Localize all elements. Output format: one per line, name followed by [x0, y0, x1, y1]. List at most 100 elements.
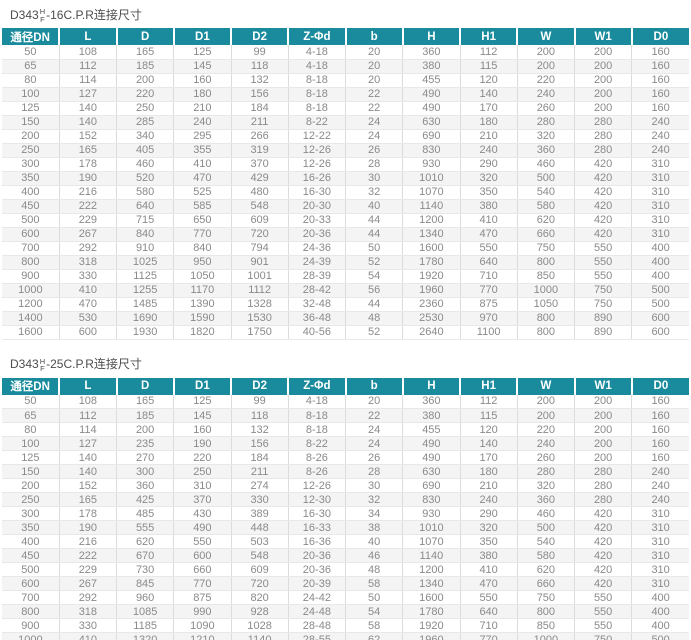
table-cell: 525: [173, 185, 232, 200]
table-cell: 280: [574, 115, 633, 130]
table-cell: 660: [517, 576, 576, 591]
table-cell: 240: [517, 87, 576, 102]
table-cell: 420: [574, 185, 633, 200]
table-cell: 140: [59, 450, 118, 465]
table-cell: 410: [460, 213, 518, 228]
table-cell: 152: [59, 129, 118, 144]
table-cell: 330: [59, 618, 118, 633]
table-cell: 410: [59, 632, 118, 640]
table-cell: 115: [460, 59, 518, 74]
table-cell: 125: [2, 450, 60, 465]
table-cell: 1200: [2, 297, 60, 312]
table-cell: 1200: [402, 213, 461, 228]
table-cell: 400: [2, 185, 60, 200]
table-cell: 330: [59, 269, 118, 284]
table-cell: 2360: [402, 297, 461, 312]
table-cell: 200: [574, 422, 633, 437]
table-cell: 550: [574, 269, 633, 284]
table-cell: 485: [116, 506, 175, 521]
table-cell: 890: [574, 325, 633, 340]
table-cell: 550: [574, 604, 633, 619]
column-header: 通径DN: [2, 28, 61, 45]
table-cell: 127: [59, 436, 118, 451]
table-cell: 1050: [517, 297, 576, 312]
table-cell: 310: [173, 478, 232, 493]
table-cell: 250: [2, 143, 60, 158]
table-cell: 420: [574, 576, 633, 591]
table-cell: 46: [345, 548, 404, 563]
table-cell: 600: [2, 576, 60, 591]
table-cell: 310: [631, 576, 689, 591]
table-cell: 165: [59, 492, 118, 507]
table-cell: 240: [631, 129, 689, 144]
table-cell: 715: [116, 213, 175, 228]
table-cell: 1600: [402, 241, 461, 256]
table-cell: 240: [460, 143, 518, 158]
table-cell: 470: [460, 227, 518, 242]
table-cell: 720: [231, 227, 289, 242]
table-cell: 12-26: [288, 478, 347, 493]
table-cell: 460: [116, 157, 175, 172]
table-cell: 370: [173, 492, 232, 507]
table-header-row: 通径DN L D D1 D2 Z-Φd b H H1 W W1 D0: [2, 377, 689, 395]
table-cell: 380: [402, 59, 461, 74]
table-cell: 850: [517, 618, 576, 633]
table-cell: 280: [574, 129, 633, 144]
table-row: 125 140 270 220 184 8-26 26 490 170 260 200 160: [2, 450, 689, 465]
table-cell: 200: [574, 408, 633, 423]
table-cell: 420: [574, 520, 633, 535]
table-cell: 310: [631, 506, 689, 521]
table-cell: 200: [574, 59, 633, 74]
table-cell: 65: [2, 408, 60, 423]
table-cell: 210: [460, 478, 518, 493]
table-cell: 490: [402, 87, 461, 102]
column-header: 通径DN: [2, 377, 61, 395]
table-cell: 600: [2, 227, 60, 242]
table-cell: 470: [59, 297, 118, 312]
table-cell: 600: [173, 548, 232, 563]
table-cell: 1930: [116, 325, 175, 340]
table-cell: 410: [173, 157, 232, 172]
table-cell: 240: [460, 492, 518, 507]
table-cell: 490: [402, 450, 461, 465]
table-cell: 16-30: [288, 506, 347, 521]
table-cell: 266: [231, 129, 289, 144]
table-row: 300 178 460 410 370 12-26 28 930 290 460 420 310: [2, 157, 689, 172]
table-cell: 400: [631, 255, 689, 270]
table-cell: 360: [517, 492, 576, 507]
table-cell: 550: [574, 590, 633, 605]
table-cell: 310: [631, 199, 689, 214]
table-cell: 1001: [231, 269, 289, 284]
table-cell: 310: [631, 548, 689, 563]
table-cell: 220: [173, 450, 232, 465]
column-header: W1: [573, 28, 633, 45]
table-cell: 400: [631, 618, 689, 633]
table-cell: 710: [460, 269, 518, 284]
table-cell: 700: [2, 241, 60, 256]
table-row: 100 127 235 190 156 8-22 24 490 140 240 200 160: [2, 436, 689, 451]
table-cell: 180: [173, 87, 232, 102]
table-cell: 16-30: [288, 185, 347, 200]
table-cell: 292: [59, 241, 118, 256]
table-cell: 1010: [402, 520, 461, 535]
table-cell: 24-36: [288, 241, 347, 256]
table-cell: 112: [59, 59, 118, 74]
table-cell: 1920: [402, 269, 461, 284]
table-cell: 240: [631, 478, 689, 493]
table-cell: 420: [574, 506, 633, 521]
table-cell: 235: [116, 436, 175, 451]
table-cell: 750: [517, 590, 576, 605]
table-cell: 900: [2, 269, 60, 284]
table-cell: 220: [517, 73, 576, 88]
table-cell: 28: [345, 464, 404, 479]
table-cell: 8-26: [288, 450, 347, 465]
table-cell: 156: [231, 436, 289, 451]
column-header: D: [115, 377, 175, 395]
table-cell: 330: [231, 492, 289, 507]
table-cell: 310: [631, 213, 689, 228]
table-cell: 4-18: [288, 45, 347, 60]
table-cell: 620: [116, 534, 175, 549]
column-header: b: [344, 377, 404, 395]
table-cell: 400: [631, 241, 689, 256]
column-header: H: [401, 377, 462, 395]
